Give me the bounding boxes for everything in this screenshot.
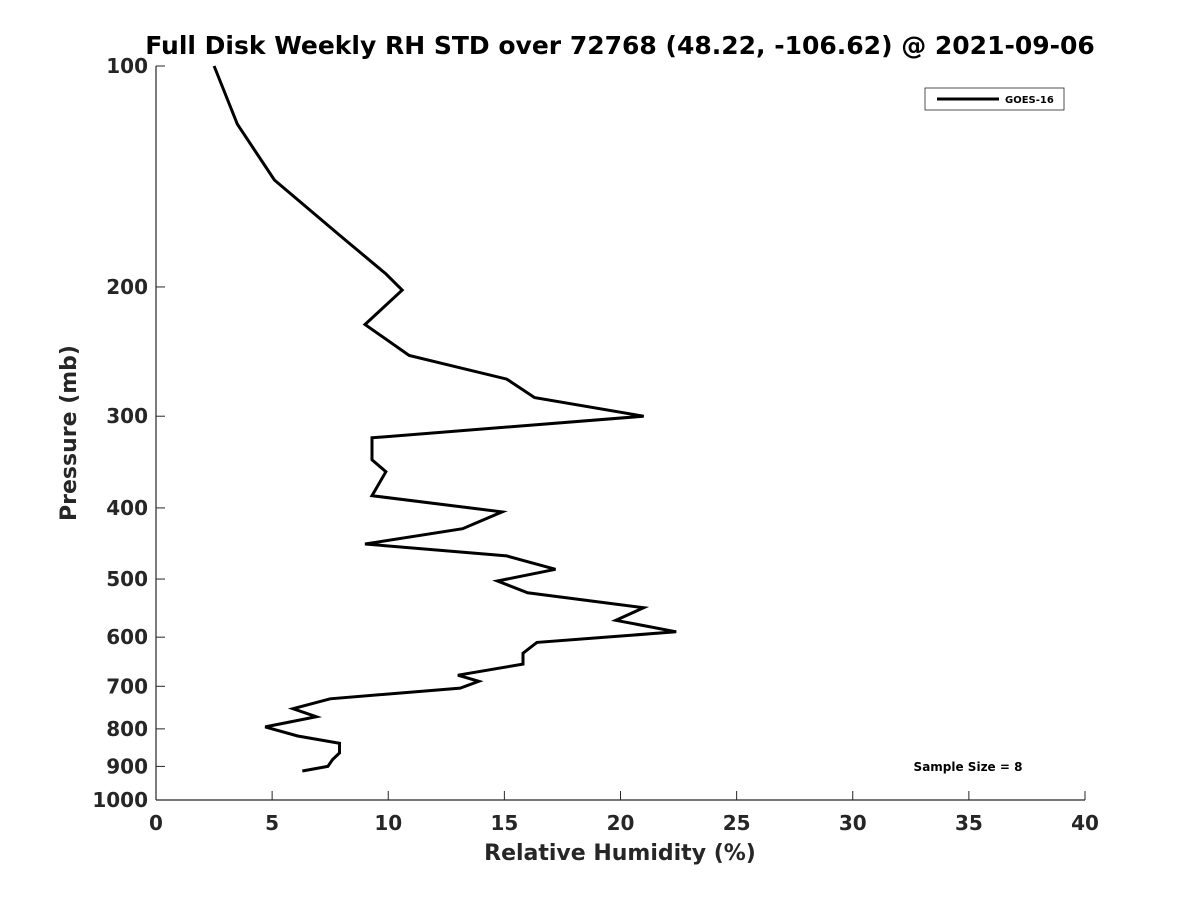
x-tick-label: 0 (149, 811, 163, 835)
x-tick-label: 10 (374, 811, 402, 835)
chart-title: Full Disk Weekly RH STD over 72768 (48.2… (145, 31, 1095, 60)
y-tick-label: 800 (106, 717, 148, 741)
legend: GOES-16 (924, 87, 1065, 111)
series-group (212, 65, 677, 773)
x-tick-label: 40 (1071, 811, 1099, 835)
y-ticks: 100 200 300 400 500 600 700 800 900 1000 (92, 54, 165, 812)
sample-size-annotation: Sample Size = 8 (914, 760, 1023, 774)
x-tick-label: 25 (723, 811, 751, 835)
series-line-goes-16 (212, 65, 677, 773)
x-tick-label: 5 (265, 811, 279, 835)
axes (155, 66, 1085, 801)
y-tick-label: 1000 (92, 788, 148, 812)
x-tick-label: 30 (839, 811, 867, 835)
x-tick-label: 20 (607, 811, 635, 835)
y-tick-label: 300 (106, 404, 148, 428)
legend-label-goes-16: GOES-16 (1005, 95, 1054, 106)
y-tick-label: 900 (106, 754, 148, 778)
y-tick-label: 600 (106, 625, 148, 649)
x-ticks: 0 5 10 15 20 25 30 35 40 (149, 791, 1099, 835)
y-tick-label: 200 (106, 275, 148, 299)
y-axis-label: Pressure (mb) (57, 345, 82, 521)
y-tick-label: 500 (106, 567, 148, 591)
x-tick-label: 15 (490, 811, 518, 835)
y-tick-label: 700 (106, 674, 148, 698)
x-tick-label: 35 (955, 811, 983, 835)
y-tick-label: 400 (106, 496, 148, 520)
y-tick-label: 100 (106, 54, 148, 78)
x-axis-label: Relative Humidity (%) (484, 841, 756, 866)
